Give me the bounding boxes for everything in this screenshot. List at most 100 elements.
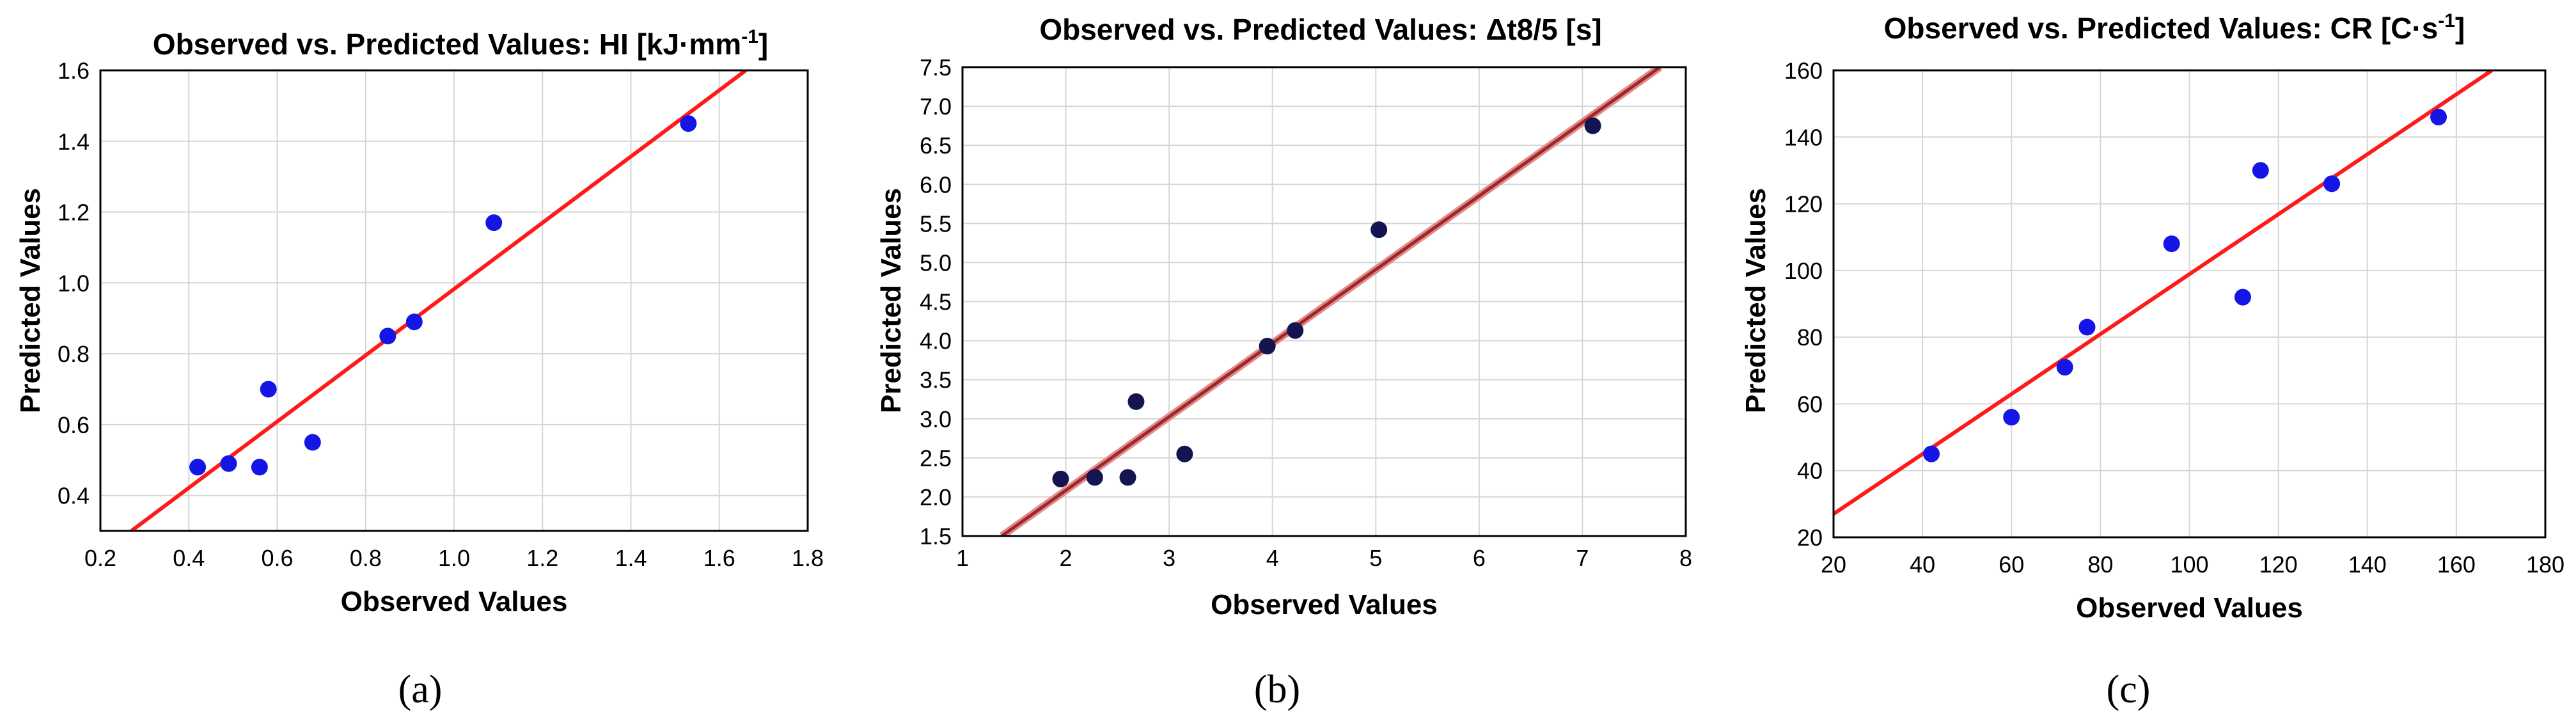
x-tick-label-c-7: 160 bbox=[2437, 551, 2476, 578]
y-tick-label-c-6: 140 bbox=[1784, 124, 1823, 150]
data-point-a-8 bbox=[680, 115, 697, 132]
chart-title-text-a: Observed vs. Predicted Values: HI [kJ·mm bbox=[153, 28, 741, 61]
x-tick-label-a-8: 1.8 bbox=[792, 545, 824, 571]
data-point-a-6 bbox=[405, 313, 423, 331]
y-tick-label-b-0: 1.5 bbox=[920, 523, 952, 549]
x-axis-title-c: Observed Values bbox=[2076, 592, 2303, 624]
plot-area-c bbox=[1834, 70, 2494, 516]
data-point-c-5 bbox=[2234, 288, 2251, 306]
y-tick-label-b-1: 2.0 bbox=[920, 484, 952, 510]
data-point-a-3 bbox=[260, 381, 277, 398]
data-point-b-5 bbox=[1259, 338, 1276, 355]
y-tick-label-c-2: 60 bbox=[1797, 391, 1823, 417]
y-tick-label-a-4: 1.2 bbox=[58, 200, 90, 226]
x-tick-label-a-1: 0.4 bbox=[173, 545, 205, 571]
y-tick-label-a-6: 1.6 bbox=[58, 58, 90, 84]
plot-frame-a bbox=[99, 69, 809, 532]
x-axis-title-a: Observed Values bbox=[341, 586, 568, 617]
chart-panel-a: 0.2 0.4 0.6 0.8 1.0 1.2 1.4 1.6 1.8 0.4 0.6 0.8 1.0 1… bbox=[15, 26, 824, 711]
data-point-a-4 bbox=[304, 434, 321, 451]
chart-title-b: Observed vs. Predicted Values: Δt8/5 [s] bbox=[1039, 13, 1601, 46]
data-point-c-4 bbox=[2163, 235, 2180, 253]
x-tick-label-c-3: 80 bbox=[2087, 551, 2113, 578]
data-point-a-2 bbox=[251, 459, 268, 476]
y-axis-title-a: Predicted Values bbox=[15, 188, 46, 413]
data-point-b-6 bbox=[1287, 322, 1304, 339]
chart-title-suffix-a: ] bbox=[758, 28, 768, 61]
y-tick-label-a-3: 1.0 bbox=[58, 270, 90, 296]
y-tick-label-c-1: 40 bbox=[1797, 458, 1823, 484]
plot-area-b bbox=[999, 67, 1663, 536]
data-point-a-7 bbox=[485, 214, 503, 232]
data-point-c-2 bbox=[2056, 359, 2073, 376]
x-tick-label-c-4: 100 bbox=[2170, 551, 2208, 578]
panel-label-b: (b) bbox=[1254, 668, 1300, 711]
y-tick-label-c-7: 160 bbox=[1784, 58, 1823, 84]
y-tick-label-c-0: 20 bbox=[1797, 525, 1823, 551]
x-tick-label-c-0: 20 bbox=[1821, 551, 1846, 578]
data-point-b-8 bbox=[1584, 117, 1601, 134]
panel-label-a: (a) bbox=[398, 668, 443, 711]
chart-panel-c: 20 40 60 80 100 120 140 160 180 20 40 60 80 100 120 140… bbox=[1740, 10, 2564, 711]
chart-title-suffix-c: ] bbox=[2455, 12, 2465, 45]
x-tick-label-a-2: 0.6 bbox=[261, 545, 293, 571]
fit-line-a bbox=[130, 70, 748, 531]
fit-line-c bbox=[1834, 70, 2494, 516]
x-tick-label-a-6: 1.4 bbox=[615, 545, 647, 571]
y-tick-label-c-4: 100 bbox=[1784, 258, 1823, 284]
x-tick-label-b-3: 4 bbox=[1266, 545, 1279, 571]
y-tick-label-b-3: 3.0 bbox=[920, 406, 952, 432]
chart-title-superscript-a: -1 bbox=[741, 26, 758, 47]
chart-title-text-b: Observed vs. Predicted Values: Δt8/5 [s] bbox=[1039, 13, 1601, 46]
y-axis-title-c: Predicted Values bbox=[1740, 188, 1771, 413]
y-axis-title-b: Predicted Values bbox=[876, 188, 907, 413]
y-tick-label-b-5: 4.0 bbox=[920, 328, 952, 354]
data-point-a-0 bbox=[189, 459, 207, 476]
y-tick-label-b-8: 5.5 bbox=[920, 210, 952, 237]
y-tick-label-b-9: 6.0 bbox=[920, 171, 952, 198]
plot-frame-c bbox=[1832, 69, 2547, 539]
y-tick-label-b-7: 5.0 bbox=[920, 249, 952, 276]
data-point-b-3 bbox=[1127, 393, 1145, 410]
y-tick-label-b-2: 2.5 bbox=[920, 445, 952, 471]
x-tick-label-b-6: 7 bbox=[1576, 545, 1589, 571]
data-point-a-5 bbox=[379, 327, 397, 345]
x-tick-label-a-7: 1.6 bbox=[703, 545, 735, 571]
data-point-c-8 bbox=[2430, 109, 2447, 125]
plot-frame-b bbox=[961, 66, 1687, 537]
x-tick-label-b-4: 5 bbox=[1369, 545, 1382, 571]
data-point-c-1 bbox=[2003, 409, 2020, 426]
x-axis-title-b: Observed Values bbox=[1211, 589, 1438, 620]
x-tick-label-a-0: 0.2 bbox=[84, 545, 116, 571]
x-tick-label-c-5: 120 bbox=[2259, 551, 2298, 578]
y-tick-label-b-11: 7.0 bbox=[920, 93, 952, 120]
x-tick-label-a-5: 1.2 bbox=[526, 545, 558, 571]
x-tick-label-b-2: 3 bbox=[1163, 545, 1175, 571]
x-tick-label-a-4: 1.0 bbox=[438, 545, 470, 571]
x-tick-label-c-6: 140 bbox=[2348, 551, 2387, 578]
x-tick-label-a-3: 0.8 bbox=[350, 545, 382, 571]
data-point-b-0 bbox=[1052, 470, 1069, 487]
y-tick-label-b-6: 4.5 bbox=[920, 289, 952, 315]
y-tick-label-a-1: 0.6 bbox=[58, 412, 90, 438]
data-point-c-6 bbox=[2252, 162, 2269, 179]
data-point-b-7 bbox=[1370, 221, 1388, 239]
y-tick-label-c-5: 120 bbox=[1784, 191, 1823, 217]
panel-label-c: (c) bbox=[2107, 668, 2151, 711]
y-tick-label-b-10: 6.5 bbox=[920, 132, 952, 159]
x-tick-label-c-1: 40 bbox=[1910, 551, 1935, 578]
y-tick-label-a-2: 0.8 bbox=[58, 341, 90, 367]
chart-title-text-c: Observed vs. Predicted Values: CR [C·s bbox=[1884, 12, 2439, 45]
x-tick-label-c-8: 180 bbox=[2526, 551, 2564, 578]
data-point-b-4 bbox=[1176, 445, 1193, 462]
chart-title-a: Observed vs. Predicted Values: HI [kJ·mm… bbox=[153, 26, 768, 61]
data-point-b-2 bbox=[1119, 469, 1136, 486]
x-tick-label-b-7: 8 bbox=[1679, 545, 1692, 571]
x-tick-label-b-5: 6 bbox=[1473, 545, 1486, 571]
data-point-c-7 bbox=[2323, 175, 2341, 193]
plot-area-a bbox=[130, 70, 748, 531]
x-tick-label-c-2: 60 bbox=[1999, 551, 2024, 578]
x-tick-label-b-1: 2 bbox=[1060, 545, 1072, 571]
y-tick-label-b-12: 7.5 bbox=[920, 54, 952, 81]
chart-title-c: Observed vs. Predicted Values: CR [C·s-1… bbox=[1884, 10, 2465, 45]
